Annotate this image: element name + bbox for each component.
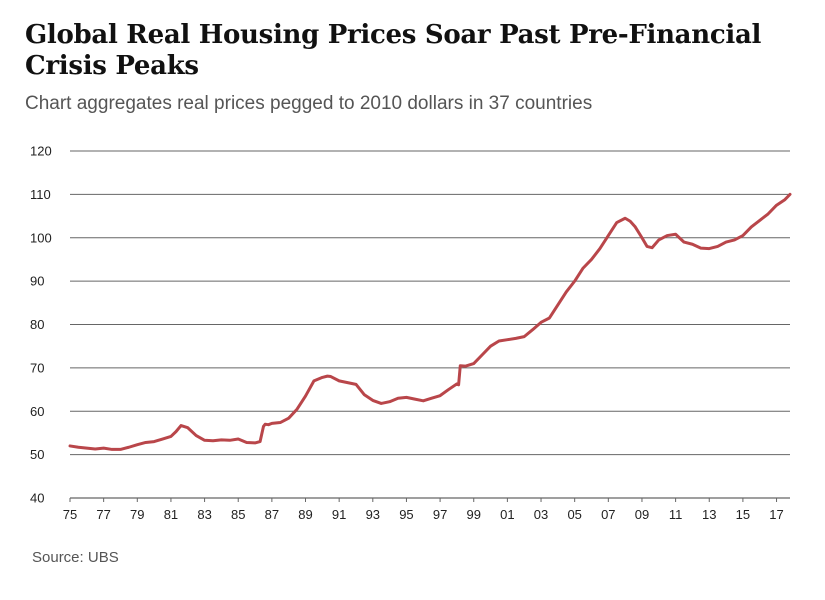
y-tick-label: 110 [30, 187, 51, 202]
x-tick-label: 03 [534, 507, 548, 522]
x-tick-label: 79 [130, 507, 144, 522]
x-tick-label: 81 [164, 507, 178, 522]
x-tick-label: 05 [567, 507, 581, 522]
x-tick-label: 01 [500, 507, 514, 522]
x-tick-label: 11 [669, 507, 683, 522]
y-tick-label: 70 [30, 360, 44, 375]
x-tick-label: 77 [96, 507, 110, 522]
x-tick-label: 87 [265, 507, 279, 522]
x-tick-label: 07 [601, 507, 615, 522]
y-tick-label: 80 [30, 317, 44, 332]
y-tick-label: 50 [30, 447, 44, 462]
series-line-0 [68, 192, 792, 451]
x-tick-label: 75 [63, 507, 77, 522]
y-tick-label: 100 [30, 230, 52, 245]
y-tick-label: 90 [30, 274, 44, 289]
x-tick-label: 85 [231, 507, 245, 522]
chart-subtitle: Chart aggregates real prices pegged to 2… [25, 93, 593, 114]
x-tick-label: 89 [298, 507, 312, 522]
x-tick-label: 93 [366, 507, 380, 522]
x-tick-label: 09 [635, 507, 649, 522]
x-tick-label: 91 [332, 507, 346, 522]
y-tick-label: 60 [30, 404, 44, 419]
source-note: Source: UBS [32, 549, 119, 566]
x-tick-label: 15 [736, 507, 750, 522]
x-tick-label: 99 [467, 507, 481, 522]
chart-title: Global Real Housing Prices Soar Past Pre… [25, 20, 762, 81]
y-tick-label: 40 [30, 491, 44, 506]
x-tick-label: 97 [433, 507, 447, 522]
x-tick-label: 95 [399, 507, 413, 522]
x-tick-label: 83 [197, 507, 211, 522]
x-tick-label: 13 [702, 507, 716, 522]
x-tick-label: 17 [769, 507, 783, 522]
y-tick-label: 120 [30, 144, 52, 159]
y-axis-tick-labels: 40 50 60 70 80 90 100 110 120 [30, 144, 52, 506]
series-layer [68, 192, 792, 451]
line-chart: 40 50 60 70 80 90 100 110 120 75 77 79 81 83 85 87 89 91… [30, 144, 792, 522]
x-axis-tick-labels: 75 77 79 81 83 85 87 89 91 93 95 97 99 01 03 05 07 09 11 13… [63, 498, 784, 522]
gridlines [70, 150, 790, 499]
